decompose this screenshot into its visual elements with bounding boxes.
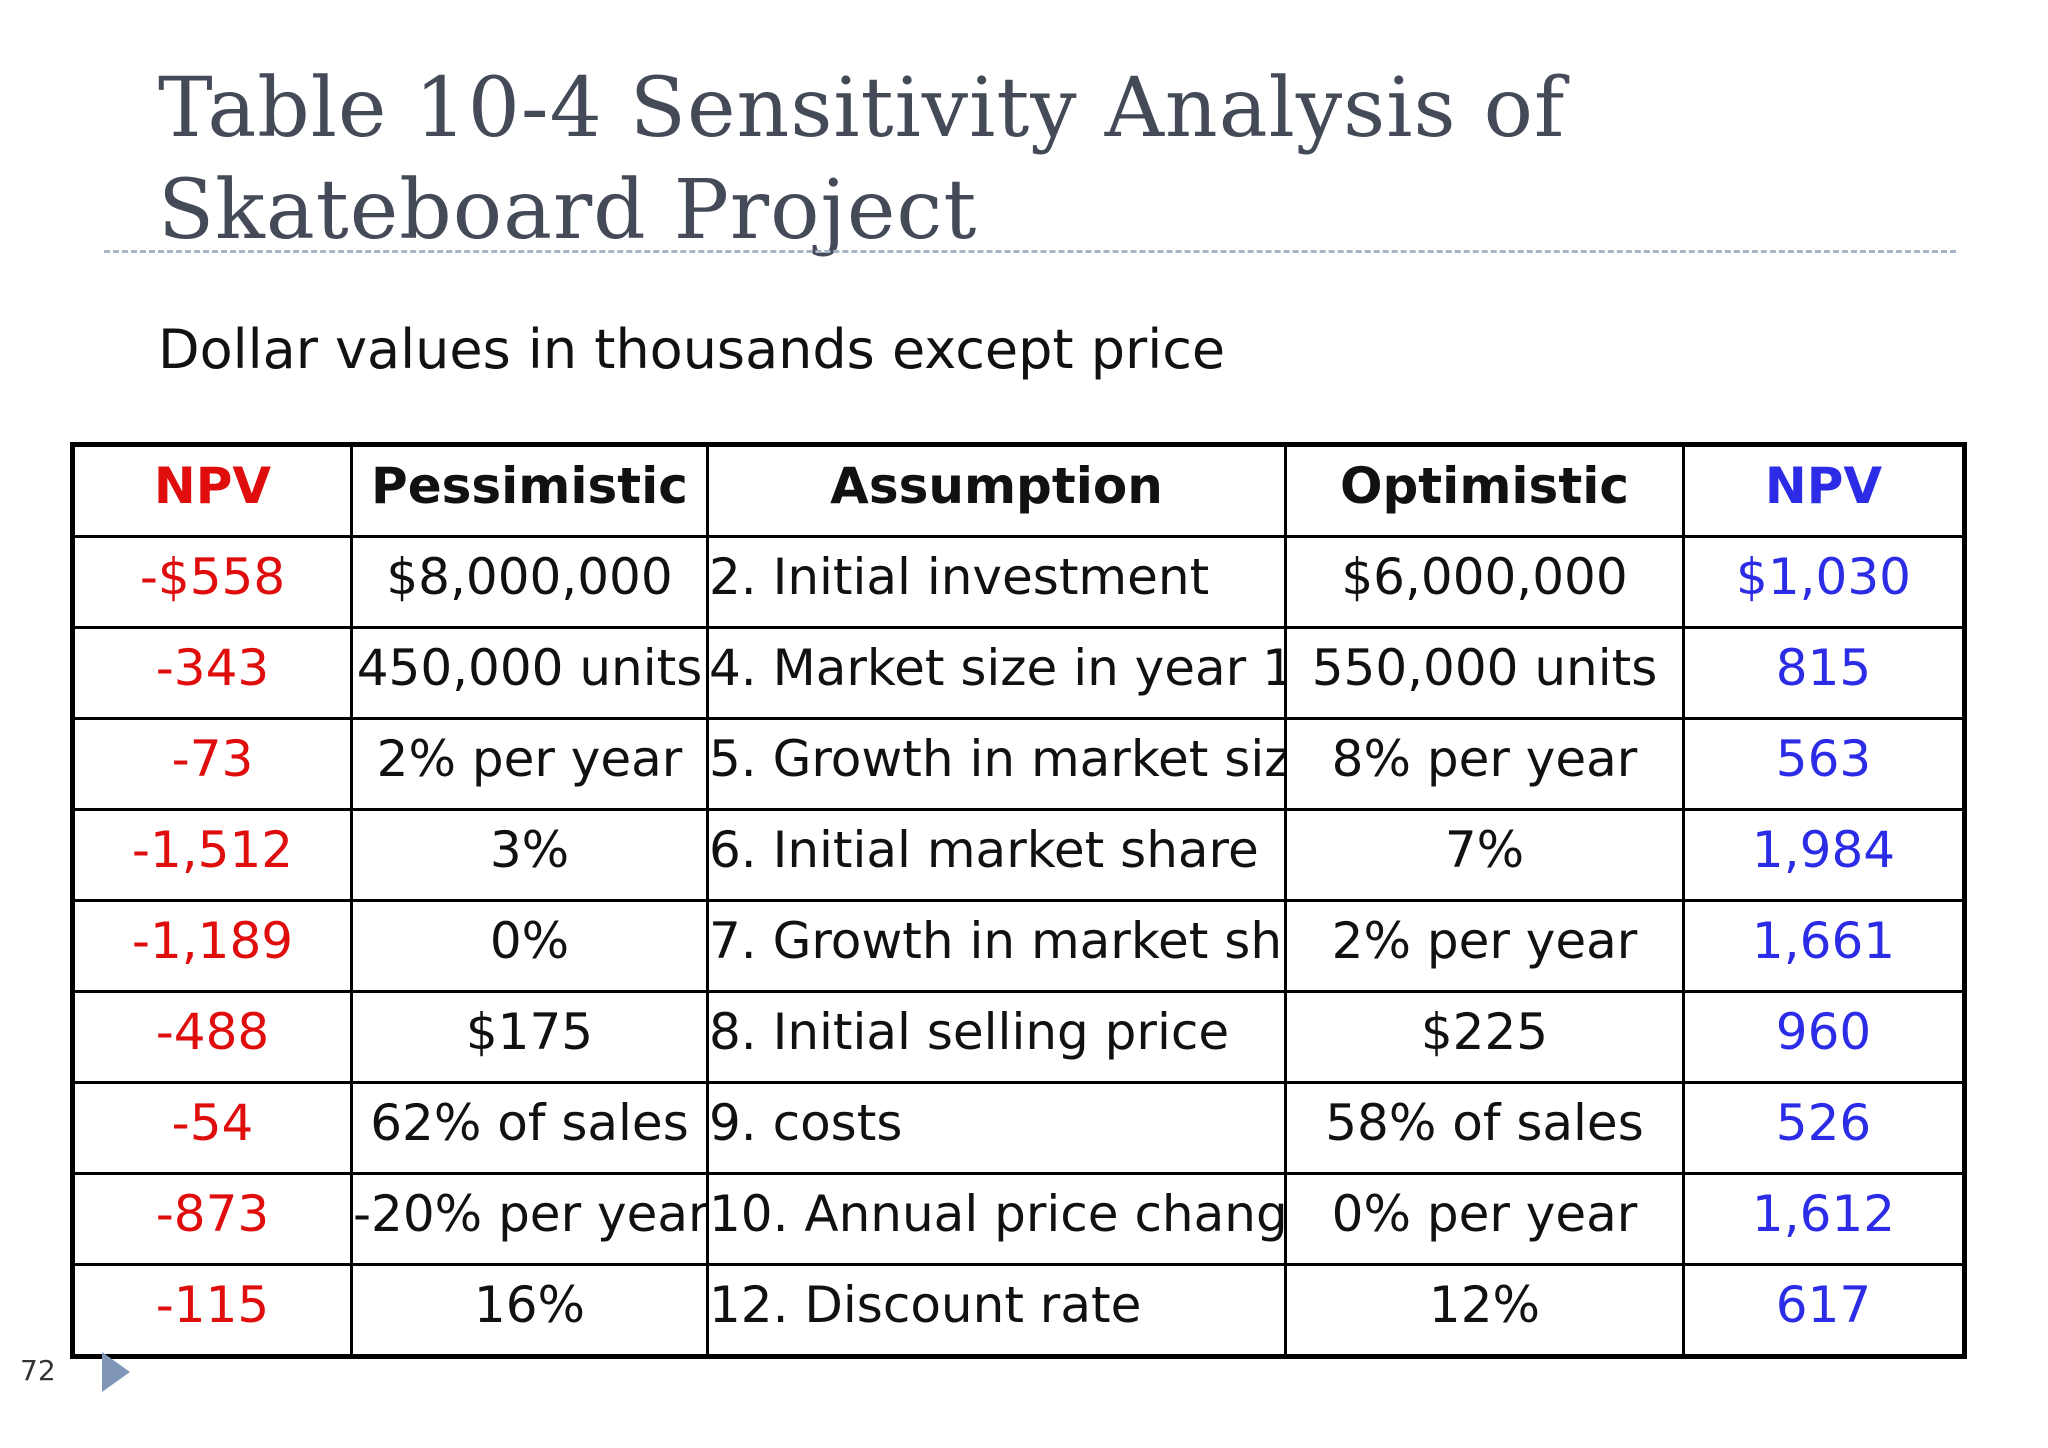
npv-optimistic-cell: 1,984 — [1682, 808, 1966, 902]
pessimistic-cell: 2% per year — [350, 717, 709, 811]
pessimistic-cell: $175 — [350, 990, 709, 1084]
npv-pessimistic-cell: -873 — [71, 1172, 353, 1266]
sensitivity-table: NPV Pessimistic Assumption Optimistic NP… — [70, 442, 1967, 1359]
pessimistic-cell: 3% — [350, 808, 709, 902]
npv-optimistic-cell: $1,030 — [1682, 535, 1966, 629]
table-row: -54 62% of sales 9. costs 58% of sales 5… — [71, 1081, 1966, 1175]
pessimistic-cell: $8,000,000 — [350, 535, 709, 629]
header-npv-pessimistic: NPV — [71, 443, 353, 538]
assumption-cell: 8. Initial selling price — [706, 990, 1287, 1084]
optimistic-cell: 550,000 units — [1284, 626, 1685, 720]
header-assumption: Assumption — [706, 443, 1287, 538]
npv-optimistic-cell: 960 — [1682, 990, 1966, 1084]
assumption-cell: 5. Growth in market size — [706, 717, 1287, 811]
header-optimistic: Optimistic — [1284, 443, 1685, 538]
pessimistic-cell: 0% — [350, 899, 709, 993]
npv-pessimistic-cell: -343 — [71, 626, 353, 720]
assumption-cell: 9. costs — [706, 1081, 1287, 1175]
pessimistic-cell: 450,000 units — [350, 626, 709, 720]
npv-optimistic-cell: 526 — [1682, 1081, 1966, 1175]
npv-pessimistic-cell: -73 — [71, 717, 353, 811]
pessimistic-cell: 16% — [350, 1263, 709, 1358]
optimistic-cell: 7% — [1284, 808, 1685, 902]
table-header-row: NPV Pessimistic Assumption Optimistic NP… — [71, 443, 1966, 538]
assumption-cell: 12. Discount rate — [706, 1263, 1287, 1358]
table-row: -343 450,000 units 4. Market size in yea… — [71, 626, 1966, 720]
table-row: -488 $175 8. Initial selling price $225 … — [71, 990, 1966, 1084]
npv-pessimistic-cell: -1,512 — [71, 808, 353, 902]
slide-title: Table 10-4 Sensitivity Analysis of Skate… — [158, 58, 1958, 262]
table-row: -1,189 0% 7. Growth in market share 2% p… — [71, 899, 1966, 993]
assumption-cell: 2. Initial investment — [706, 535, 1287, 629]
table-row: -1,512 3% 6. Initial market share 7% 1,9… — [71, 808, 1966, 902]
slide-title-line-2: Skateboard Project — [158, 163, 978, 258]
npv-optimistic-cell: 617 — [1682, 1263, 1966, 1358]
npv-pessimistic-cell: -1,189 — [71, 899, 353, 993]
optimistic-cell: 12% — [1284, 1263, 1685, 1358]
npv-optimistic-cell: 815 — [1682, 626, 1966, 720]
npv-pessimistic-cell: -54 — [71, 1081, 353, 1175]
assumption-cell: 7. Growth in market share — [706, 899, 1287, 993]
optimistic-cell: 2% per year — [1284, 899, 1685, 993]
slide-title-line-1: Table 10-4 Sensitivity Analysis of — [158, 61, 1566, 156]
optimistic-cell: 8% per year — [1284, 717, 1685, 811]
header-npv-optimistic: NPV — [1682, 443, 1966, 538]
page-number: 72 — [20, 1354, 56, 1387]
slide-subtitle: Dollar values in thousands except price — [158, 318, 1226, 381]
optimistic-cell: $6,000,000 — [1284, 535, 1685, 629]
assumption-cell: 6. Initial market share — [706, 808, 1287, 902]
npv-pessimistic-cell: -$558 — [71, 535, 353, 629]
pessimistic-cell: -20% per year — [350, 1172, 709, 1266]
optimistic-cell: $225 — [1284, 990, 1685, 1084]
assumption-cell: 4. Market size in year 1 — [706, 626, 1287, 720]
table-row: -$558 $8,000,000 2. Initial investment $… — [71, 535, 1966, 629]
npv-optimistic-cell: 1,661 — [1682, 899, 1966, 993]
npv-pessimistic-cell: -115 — [71, 1263, 353, 1358]
header-pessimistic: Pessimistic — [350, 443, 709, 538]
table-row: -873 -20% per year 10. Annual price chan… — [71, 1172, 1966, 1266]
table-row: -73 2% per year 5. Growth in market size… — [71, 717, 1966, 811]
optimistic-cell: 0% per year — [1284, 1172, 1685, 1266]
npv-optimistic-cell: 1,612 — [1682, 1172, 1966, 1266]
title-divider — [104, 250, 1956, 253]
triangle-bullet-icon — [102, 1352, 130, 1392]
optimistic-cell: 58% of sales — [1284, 1081, 1685, 1175]
npv-optimistic-cell: 563 — [1682, 717, 1966, 811]
assumption-cell: 10. Annual price change — [706, 1172, 1287, 1266]
table-row: -115 16% 12. Discount rate 12% 617 — [71, 1263, 1966, 1358]
npv-pessimistic-cell: -488 — [71, 990, 353, 1084]
pessimistic-cell: 62% of sales — [350, 1081, 709, 1175]
